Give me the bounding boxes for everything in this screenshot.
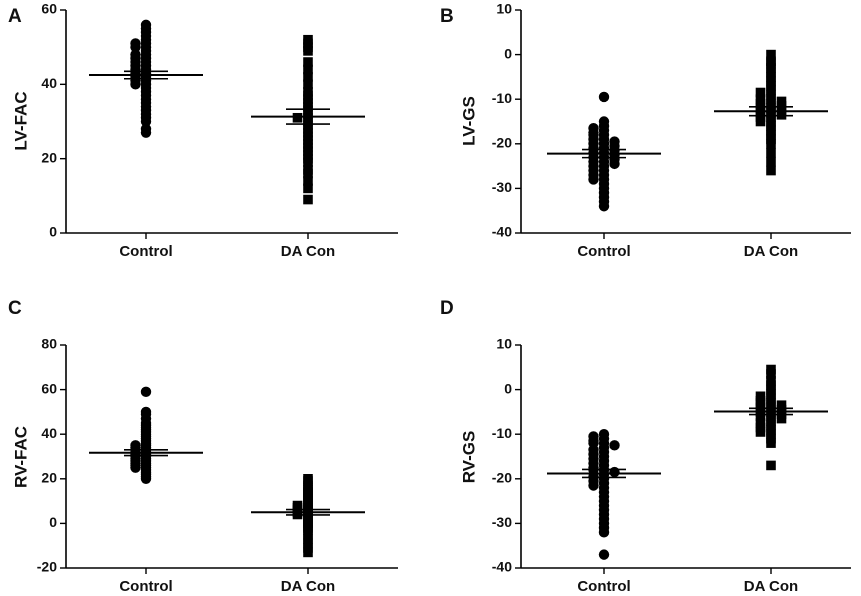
x-tick-label: Control	[119, 578, 172, 595]
data-point	[766, 49, 776, 60]
data-point	[303, 547, 313, 558]
panel-b: B LV-GS -40 -30 -20 -10 0 10 Control DA Con	[440, 1, 851, 260]
data-point	[598, 549, 610, 560]
y-tick-label: 40	[41, 75, 57, 91]
data-point	[140, 473, 152, 484]
data-point	[130, 41, 141, 53]
data-point	[755, 411, 766, 422]
x-tick-label: Control	[577, 578, 630, 595]
y-tick-label: 60	[41, 1, 57, 17]
panel-c: C RV-FAC -20 0 20 40 60 80 Control DA Con	[8, 298, 398, 595]
data-point	[766, 139, 776, 149]
data-point	[609, 466, 620, 478]
y-tick-label: 80	[41, 336, 57, 352]
y-tick-label: 0	[49, 224, 57, 240]
data-point	[303, 79, 313, 90]
data-point	[766, 147, 776, 158]
data-point	[588, 480, 599, 491]
x-tick-label: DA Con	[281, 578, 335, 595]
data-point	[598, 527, 610, 538]
data-point	[755, 116, 766, 127]
y-axis-label: RV-FAC	[11, 426, 30, 488]
panel-letter: C	[8, 298, 22, 319]
y-tick-label: 40	[41, 425, 57, 441]
x-tick-label: Control	[577, 243, 630, 260]
y-tick-label: -10	[492, 90, 512, 106]
panel-d: D RV-GS -40 -30 -20 -10 0 10 Control DA Con	[440, 298, 851, 595]
data-point	[776, 413, 787, 424]
x-tick-label: Control	[119, 243, 172, 260]
panel-letter: A	[8, 6, 22, 27]
y-tick-label: -30	[492, 179, 512, 195]
data-point	[303, 194, 313, 205]
y-tick-label: 10	[496, 336, 512, 352]
panel-a: A LV-FAC 0 20 40 60 Control DA Con	[8, 1, 398, 260]
data-point	[130, 462, 141, 473]
y-tick-label: -20	[37, 559, 57, 575]
y-tick-label: -40	[492, 224, 512, 240]
data-point	[598, 91, 610, 103]
data-point	[766, 460, 776, 471]
y-tick-label: -10	[492, 425, 512, 441]
y-tick-label: 60	[41, 380, 57, 396]
data-point	[303, 72, 313, 82]
data-point	[303, 64, 313, 75]
y-tick-label: 20	[41, 470, 57, 486]
data-point	[766, 369, 776, 379]
y-tick-label: -20	[492, 135, 512, 151]
panel-letter: B	[440, 6, 454, 27]
data-point	[303, 176, 313, 186]
x-tick-label: DA Con	[281, 243, 335, 260]
data-point	[766, 165, 776, 176]
y-axis-label: LV-FAC	[11, 91, 30, 150]
data-point	[292, 112, 303, 123]
data-point	[609, 158, 620, 170]
data-point	[766, 438, 776, 448]
x-tick-label: DA Con	[744, 578, 798, 595]
data-point	[303, 46, 313, 56]
panel-letter: D	[440, 298, 454, 319]
y-tick-label: 0	[504, 380, 512, 396]
y-tick-label: 0	[504, 45, 512, 61]
y-tick-label: -30	[492, 514, 512, 530]
data-point	[776, 110, 787, 120]
data-point	[140, 386, 152, 398]
data-point	[755, 427, 766, 437]
data-point	[303, 183, 313, 194]
y-axis-label: LV-GS	[459, 96, 478, 146]
y-tick-label: 20	[41, 149, 57, 165]
y-tick-label: 10	[496, 1, 512, 17]
data-point	[130, 79, 141, 90]
data-point	[609, 440, 620, 451]
y-axis-label: RV-GS	[459, 431, 478, 484]
data-point	[598, 201, 610, 212]
data-point	[303, 168, 313, 179]
data-point	[303, 57, 313, 67]
data-point	[588, 174, 599, 185]
x-tick-label: DA Con	[744, 243, 798, 260]
y-tick-label: 0	[49, 514, 57, 530]
y-tick-label: -40	[492, 559, 512, 575]
data-point	[140, 127, 152, 138]
data-point	[766, 156, 776, 167]
y-tick-label: -20	[492, 470, 512, 486]
data-point	[303, 157, 313, 168]
data-point	[140, 116, 152, 127]
data-point	[755, 87, 766, 98]
